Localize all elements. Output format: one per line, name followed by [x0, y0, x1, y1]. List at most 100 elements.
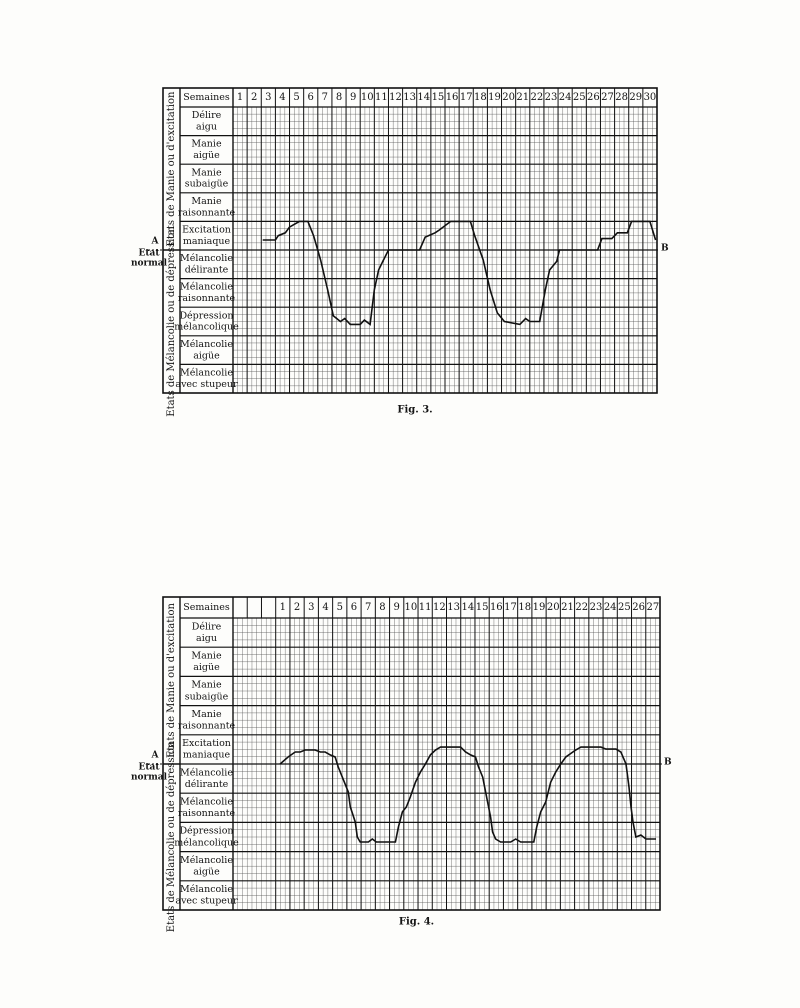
week-label: 13 — [447, 602, 460, 613]
row-label: maniaque — [183, 236, 231, 247]
week-label: 6 — [308, 92, 314, 103]
row-label: Manie — [191, 680, 222, 691]
week-label: 24 — [604, 602, 617, 613]
row-label: Mélancolie — [180, 339, 233, 350]
week-label: 15 — [476, 602, 489, 613]
week-label: 21 — [561, 602, 574, 613]
row-label: Dépression — [179, 826, 233, 837]
week-label: 5 — [293, 92, 299, 103]
row-label: aigu — [196, 633, 217, 644]
row-label: Mélancolie — [180, 253, 233, 264]
week-label: 25 — [573, 92, 586, 103]
row-label: Mélancolie — [180, 884, 233, 895]
week-label: 27 — [647, 602, 660, 613]
week-label: 9 — [393, 602, 399, 613]
row-label: raisonnante — [178, 808, 236, 819]
week-label: 20 — [502, 92, 515, 103]
row-label: raisonnante — [178, 207, 236, 218]
row-label: raisonnante — [178, 293, 236, 304]
row-label: mélancolique — [174, 837, 239, 848]
week-label: 8 — [336, 92, 342, 103]
end-marker: B — [664, 758, 672, 768]
row-label: aigüe — [193, 350, 220, 361]
week-label: 5 — [337, 602, 343, 613]
row-label: avec stupeur — [175, 379, 238, 390]
week-label: 28 — [615, 92, 628, 103]
group-label: Etats de Mélancolie ou de dépression — [166, 741, 177, 932]
row-label: Manie — [191, 139, 222, 150]
row-label: délirante — [185, 265, 229, 276]
row-label: Mélancolie — [180, 282, 233, 293]
week-label: 3 — [265, 92, 271, 103]
week-label: 3 — [308, 602, 314, 613]
row-label: subaigüe — [185, 179, 229, 190]
week-label: 15 — [432, 92, 445, 103]
start-marker: A — [151, 751, 160, 761]
row-label: Excitation — [182, 224, 231, 235]
header-label: Semaines — [183, 92, 230, 103]
week-label: 12 — [389, 92, 402, 103]
week-label: 26 — [587, 92, 600, 103]
week-label: 26 — [632, 602, 645, 613]
week-label: 30 — [644, 92, 657, 103]
week-label: 4 — [279, 92, 285, 103]
week-label: 9 — [350, 92, 356, 103]
row-label: Manie — [191, 167, 222, 178]
week-label: 19 — [488, 92, 501, 103]
week-label: 7 — [365, 602, 371, 613]
week-label: 25 — [618, 602, 631, 613]
start-marker: A — [151, 237, 160, 247]
week-label: 18 — [518, 602, 531, 613]
week-label: 1 — [280, 602, 286, 613]
row-label: Délire — [192, 621, 222, 632]
week-label: 16 — [446, 92, 459, 103]
row-label: maniaque — [183, 750, 231, 761]
week-label: 7 — [322, 92, 328, 103]
row-label: Mélancolie — [180, 767, 233, 778]
row-label: aigüe — [193, 867, 220, 878]
row-label: aigüe — [193, 662, 220, 673]
week-label: 2 — [251, 92, 257, 103]
frame — [162, 87, 658, 394]
week-label: 14 — [417, 92, 430, 103]
group-label: Etats de Mélancolie ou de dépression — [166, 226, 177, 417]
week-label: 19 — [533, 602, 546, 613]
week-label: 8 — [379, 602, 385, 613]
row-label: délirante — [185, 779, 229, 790]
end-marker: B — [661, 244, 669, 254]
row-label: aigüe — [193, 150, 220, 161]
baseline-label: Etat — [138, 763, 160, 773]
mood-trace — [279, 746, 656, 843]
week-label: 1 — [237, 92, 243, 103]
row-label: Excitation — [182, 738, 231, 749]
row-label: Dépression — [179, 310, 233, 321]
baseline-label: normal — [131, 773, 168, 783]
row-label: Manie — [191, 196, 222, 207]
week-label: 11 — [419, 602, 432, 613]
caption: Fig. 4. — [399, 917, 434, 928]
row-label: raisonnante — [178, 721, 236, 732]
week-label: 12 — [433, 602, 446, 613]
week-label: 23 — [590, 602, 603, 613]
week-label: 18 — [474, 92, 487, 103]
row-label: Délire — [192, 110, 222, 121]
week-label: 17 — [460, 92, 473, 103]
week-label: 23 — [545, 92, 558, 103]
week-label: 14 — [461, 602, 474, 613]
week-label: 22 — [575, 602, 588, 613]
week-label: 22 — [530, 92, 543, 103]
week-label: 24 — [559, 92, 572, 103]
week-label: 10 — [405, 602, 418, 613]
week-label: 17 — [504, 602, 517, 613]
week-label: 27 — [601, 92, 614, 103]
mood-trace — [262, 220, 657, 326]
week-label: 6 — [351, 602, 357, 613]
caption: Fig. 3. — [397, 405, 432, 416]
week-label: 29 — [629, 92, 642, 103]
header-label: Semaines — [183, 602, 230, 613]
row-label: Mélancolie — [180, 367, 233, 378]
baseline-label: normal — [131, 259, 168, 269]
frame — [162, 596, 661, 911]
week-label: 2 — [294, 602, 300, 613]
